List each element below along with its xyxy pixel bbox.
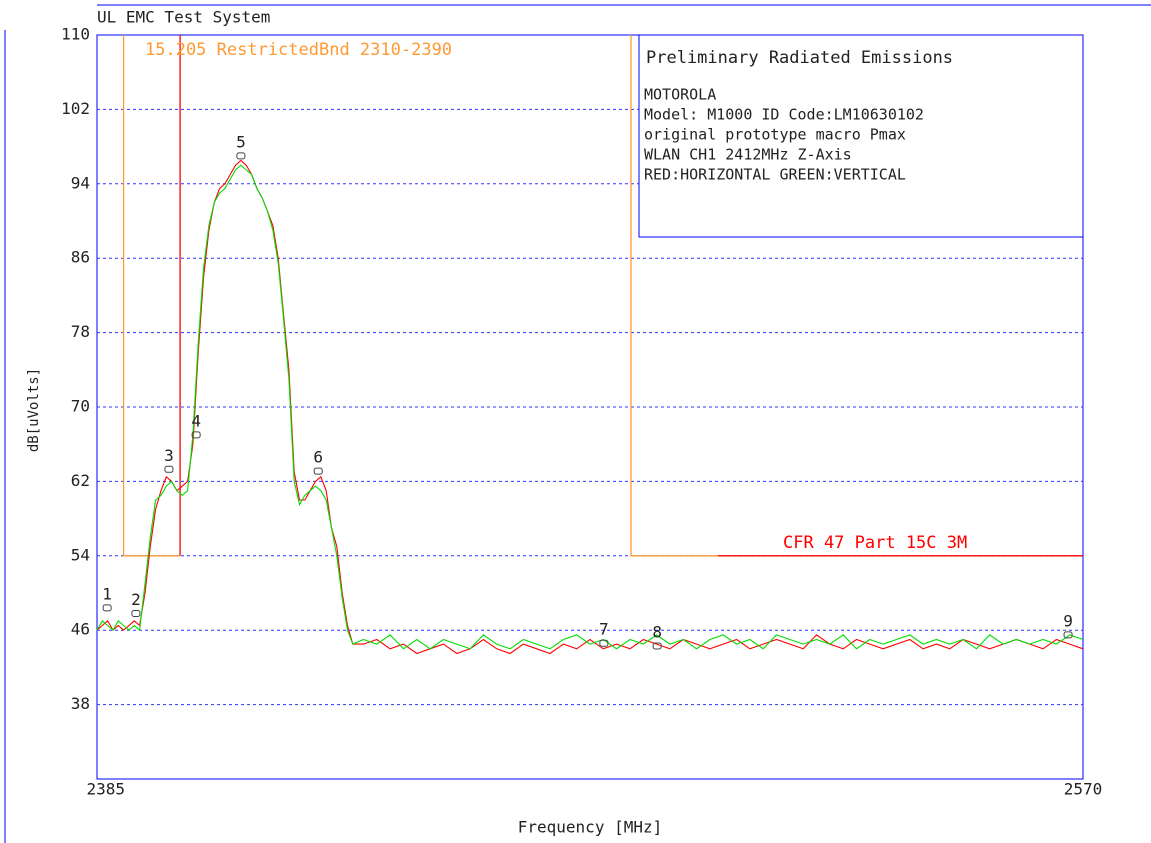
chart-title: UL EMC Test System [97,8,270,27]
marker [236,152,246,160]
y-tick-label: 110 [61,25,90,44]
marker-label: 4 [191,411,201,430]
annotation: 15.205 RestrictedBnd 2310-2390 [145,40,452,60]
y-axis-label: dB[uVolts] [26,368,42,452]
marker-label: 1 [102,584,112,603]
marker-label: 8 [652,623,662,642]
y-tick-label: 94 [71,173,90,192]
limit-line [179,35,1083,557]
y-tick-label: 46 [71,620,90,639]
marker-label: 5 [236,132,246,151]
trace-line [96,159,1084,655]
info-line: WLAN CH1 2412MHz Z-Axis [644,146,852,164]
y-tick-label: 102 [61,99,90,118]
marker-label: 6 [313,448,323,467]
y-tick-label: 54 [71,545,90,564]
y-tick-label: 86 [71,248,90,267]
limit-line [122,35,718,557]
info-box [638,34,1084,238]
marker [599,639,609,647]
y-tick-label: 62 [71,471,90,490]
marker-label: 3 [164,446,174,465]
annotation: CFR 47 Part 15C 3M [783,533,967,553]
y-tick-label: 70 [71,397,90,416]
marker-label: 7 [599,620,609,639]
x-tick-label: 2570 [1064,780,1103,799]
marker [1063,631,1073,639]
info-line: MOTOROLA [644,86,716,104]
y-tick-label: 78 [71,322,90,341]
y-tick-label: 38 [71,694,90,713]
info-line: Model: M1000 ID Code:LM10630102 [644,106,924,124]
info-title: Preliminary Radiated Emissions [646,48,953,68]
info-lines: MOTOROLA Model: M1000 ID Code:LM10630102 o… [644,86,924,184]
trace-line [96,164,1084,650]
info-line: original prototype macro Pmax [644,126,906,144]
marker [131,609,141,617]
marker [652,642,662,650]
marker-label: 9 [1063,611,1073,630]
x-axis-label: Frequency [MHz] [518,818,663,837]
marker [102,604,112,612]
marker-label: 2 [131,590,141,609]
marker [164,465,174,473]
info-line: RED:HORIZONTAL GREEN:VERTICAL [644,166,906,184]
marker [191,431,201,439]
marker [313,467,323,475]
x-tick-label: 2385 [86,780,125,799]
